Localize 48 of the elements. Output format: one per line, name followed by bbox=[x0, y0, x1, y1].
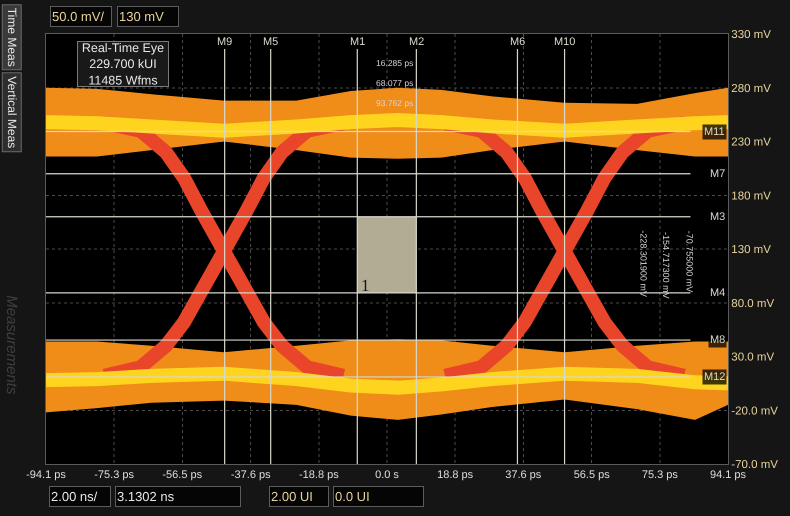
y-tick-label: 30.0 mV bbox=[731, 352, 774, 364]
y-tick-label: 230 mV bbox=[731, 136, 772, 149]
ref-line-label: M7 bbox=[710, 168, 726, 180]
ref-line-label: M2 bbox=[409, 36, 424, 48]
x-tick-label: 75.3 ps bbox=[642, 469, 678, 482]
annotation: 1 bbox=[361, 276, 370, 295]
x-tick-label: 56.5 ps bbox=[574, 469, 610, 482]
text: 50.0 mV/ bbox=[52, 9, 104, 24]
ref-line-label: M6 bbox=[510, 36, 526, 48]
ref-line-label: M9 bbox=[217, 36, 232, 48]
annotation: 93.762 ps bbox=[376, 98, 414, 108]
ref-line-label: M3 bbox=[710, 211, 726, 223]
annotation: 16.285 ps bbox=[376, 58, 414, 68]
x-tick-label: 37.6 ps bbox=[505, 469, 542, 482]
ref-line-label: M1 bbox=[350, 36, 366, 48]
x-tick-label: 0.0 s bbox=[375, 469, 400, 482]
x-tick-label: -37.6 ps bbox=[230, 469, 272, 482]
y-tick-label: 280 mV bbox=[731, 82, 772, 95]
x-tick-label: 18.8 ps bbox=[437, 469, 474, 482]
x-tick-label: -94.1 ps bbox=[26, 469, 66, 482]
annotation: -154.717300 mV bbox=[660, 232, 671, 299]
ref-line-label: M4 bbox=[710, 287, 726, 299]
ref-line-label: M8 bbox=[710, 334, 726, 346]
text: 3.1302 ns bbox=[117, 489, 175, 504]
annotation: Real-Time Eye 229.700 kUI 11485 Wfms bbox=[82, 40, 164, 88]
text: Time Meas bbox=[4, 8, 19, 67]
ref-line-label: M12 bbox=[704, 371, 726, 383]
y-tick-label: -20.0 mV bbox=[731, 405, 778, 418]
annotation: -70.755000 mV bbox=[684, 230, 694, 292]
y-tick-label: 130 mV bbox=[731, 244, 772, 256]
text: 2.00 ns/ bbox=[51, 489, 98, 504]
annotation: 68.077 ps bbox=[376, 78, 414, 88]
y-tick-label: 330 mV bbox=[731, 29, 772, 42]
ref-line-label: M5 bbox=[263, 36, 278, 48]
text: Vertical Meas bbox=[4, 76, 19, 148]
ref-line-label: M10 bbox=[554, 36, 576, 48]
x-tick-label: -56.5 ps bbox=[162, 469, 203, 482]
annotation: -228.301900 mV bbox=[638, 230, 649, 297]
x-tick-label: -75.3 ps bbox=[94, 469, 134, 482]
ref-line-label: M11 bbox=[704, 126, 725, 138]
y-tick-label: 80.0 mV bbox=[731, 298, 774, 310]
y-tick-label: 180 mV bbox=[731, 190, 772, 202]
x-tick-label: -18.8 ps bbox=[298, 469, 340, 482]
text: 2.00 UI bbox=[271, 489, 313, 504]
text: 0.0 UI bbox=[335, 489, 370, 504]
text: 130 mV bbox=[119, 9, 164, 24]
y-tick-label: -70.0 mV bbox=[731, 459, 778, 472]
x-tick-label: 94.1 ps bbox=[710, 469, 747, 482]
